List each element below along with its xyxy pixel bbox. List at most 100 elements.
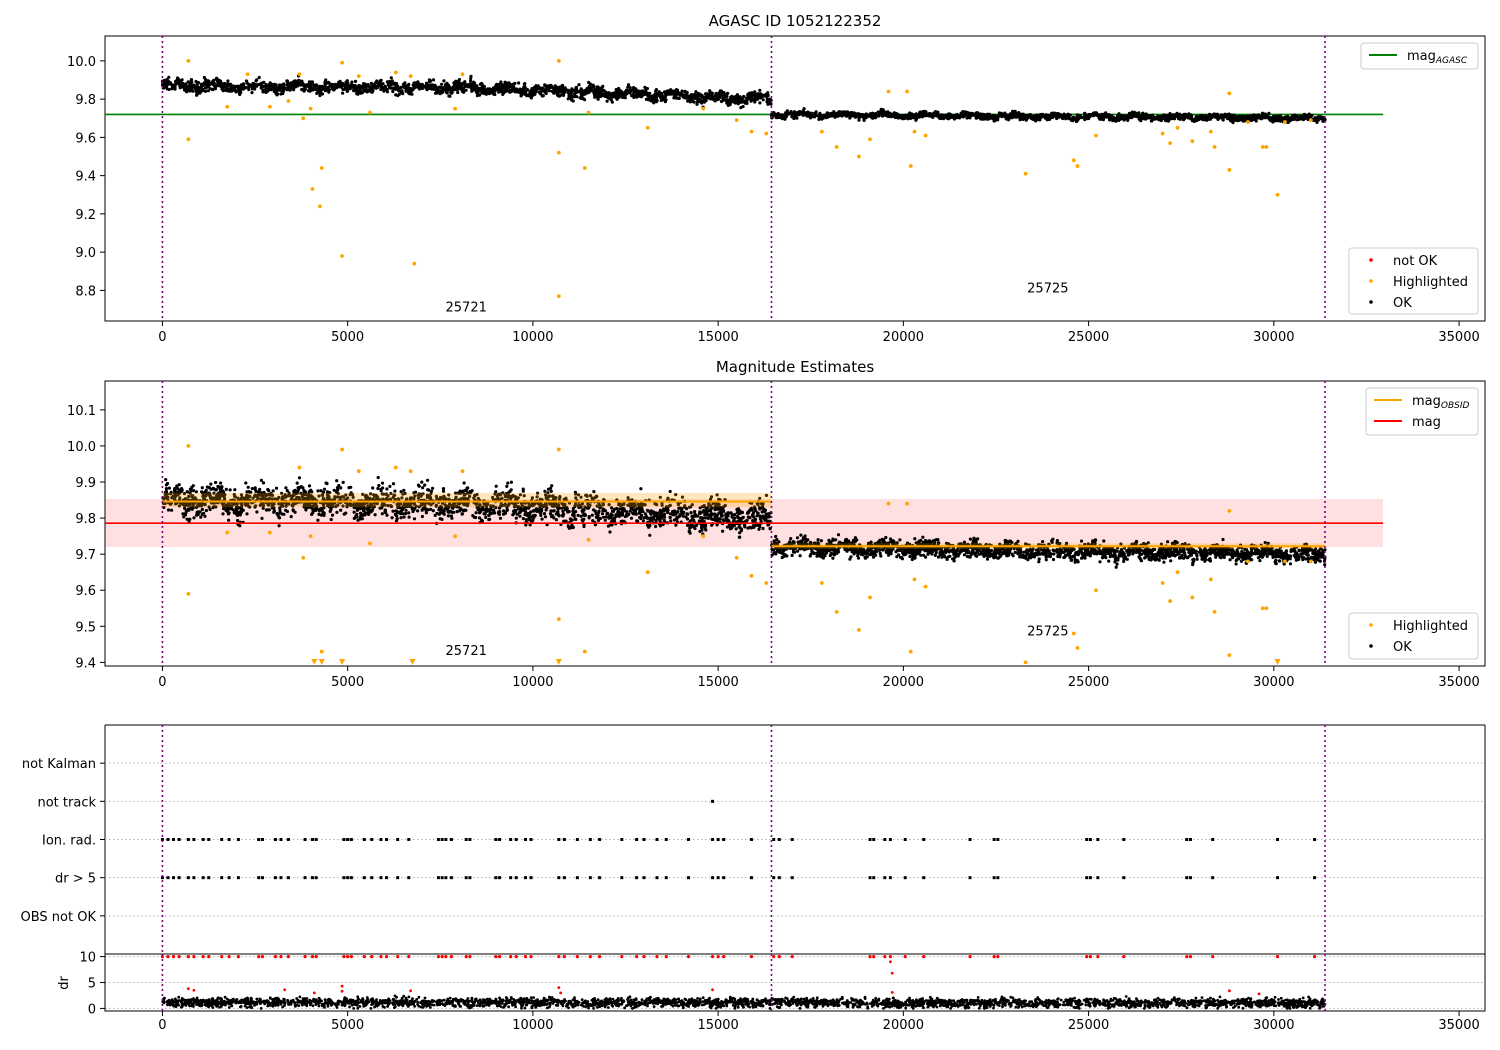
ok-point <box>654 89 658 93</box>
ok-point <box>819 113 823 118</box>
ok-point <box>587 85 591 89</box>
ok-point <box>1071 119 1075 123</box>
ok-point <box>421 86 425 90</box>
ok-point <box>362 82 366 86</box>
chart-title-magnitude: Magnitude Estimates <box>716 358 874 376</box>
x-tick-label: 25000 <box>1068 330 1109 345</box>
ok-point <box>595 88 600 92</box>
ok-point <box>600 512 605 516</box>
ok-point <box>437 85 442 89</box>
ok-point <box>605 91 610 96</box>
ok-point <box>679 92 683 96</box>
ok-point <box>1015 113 1019 117</box>
ok-point <box>1078 114 1082 118</box>
ok-point <box>440 82 444 86</box>
x-tick-label: 0 <box>158 330 166 345</box>
ok-point <box>197 86 202 90</box>
ok-point <box>722 91 726 95</box>
ok-point <box>261 90 265 94</box>
ok-point <box>292 88 296 92</box>
ok-point <box>881 108 885 112</box>
highlighted-point <box>286 99 291 103</box>
ok-point <box>497 89 502 93</box>
ok-point <box>455 82 459 86</box>
highlighted-point <box>408 74 413 79</box>
ok-point <box>918 111 922 115</box>
highlighted-point <box>1160 131 1165 136</box>
ok-point <box>664 98 668 102</box>
y-tick-label: 9.9 <box>75 476 96 491</box>
ok-point <box>206 89 210 93</box>
ok-point <box>261 481 266 485</box>
ok-point <box>540 93 544 97</box>
ok-point <box>763 93 767 98</box>
ok-point <box>1313 116 1317 120</box>
ok-point <box>580 93 584 97</box>
ok-point <box>1269 118 1273 122</box>
ok-point <box>1207 112 1212 116</box>
ylabel-dr: dr <box>57 976 72 990</box>
ok-point <box>1043 116 1048 120</box>
ok-point <box>271 83 275 87</box>
ok-point <box>1230 113 1234 117</box>
ok-point <box>735 93 740 97</box>
y-tick-label: 10.0 <box>67 440 96 455</box>
ok-point <box>280 83 284 87</box>
ok-point <box>556 86 560 90</box>
ok-point <box>176 487 180 491</box>
ok-point <box>379 78 383 82</box>
ok-point <box>309 88 313 92</box>
ok-point <box>409 89 413 93</box>
legend-marker <box>1369 279 1373 283</box>
highlighted-point <box>1190 139 1195 144</box>
ok-point <box>345 79 349 83</box>
highlighted-point <box>340 254 345 258</box>
ok-point <box>523 86 527 90</box>
ok-point <box>1124 116 1128 120</box>
y-tick-label: 9.4 <box>75 170 96 185</box>
ok-point <box>296 79 300 83</box>
highlighted-point <box>734 118 739 123</box>
ok-point <box>761 98 765 102</box>
ok-point <box>226 79 230 83</box>
ok-point <box>1023 113 1027 117</box>
ok-point <box>645 91 649 95</box>
ok-point <box>1136 112 1140 117</box>
highlighted-point <box>460 72 465 77</box>
ok-point <box>445 89 449 93</box>
ok-point <box>456 90 460 95</box>
x-tick-label: 15000 <box>697 675 738 690</box>
ok-point <box>1012 114 1016 118</box>
ok-point <box>250 91 254 95</box>
ok-point <box>808 116 813 120</box>
ok-point <box>669 519 673 523</box>
obsid-label: 25721 <box>446 300 487 315</box>
ok-point <box>404 508 408 512</box>
y-tick-label: 10.1 <box>67 404 96 419</box>
legend-label: Highlighted <box>1393 275 1468 290</box>
legend-label: OK <box>1393 296 1412 311</box>
ok-point <box>1071 115 1076 119</box>
ok-point <box>1299 115 1303 119</box>
ok-point <box>1101 112 1105 116</box>
highlighted-point <box>356 74 361 79</box>
highlighted-point <box>1227 91 1232 96</box>
ok-point <box>410 92 414 96</box>
ok-point <box>365 84 369 88</box>
ok-point <box>1263 112 1267 116</box>
ok-point <box>1114 117 1118 121</box>
ok-point <box>1249 114 1253 118</box>
ok-point <box>238 92 242 97</box>
ok-point <box>559 93 563 97</box>
ok-point <box>196 81 201 85</box>
ok-point <box>677 96 681 100</box>
ok-point <box>669 88 673 92</box>
ok-point <box>286 82 290 86</box>
ok-point <box>574 91 578 95</box>
ok-point <box>338 82 342 86</box>
ok-point <box>1293 117 1297 121</box>
ok-point <box>556 94 560 98</box>
ok-point <box>1283 115 1287 120</box>
ok-point <box>956 115 960 119</box>
ok-point <box>281 91 285 96</box>
